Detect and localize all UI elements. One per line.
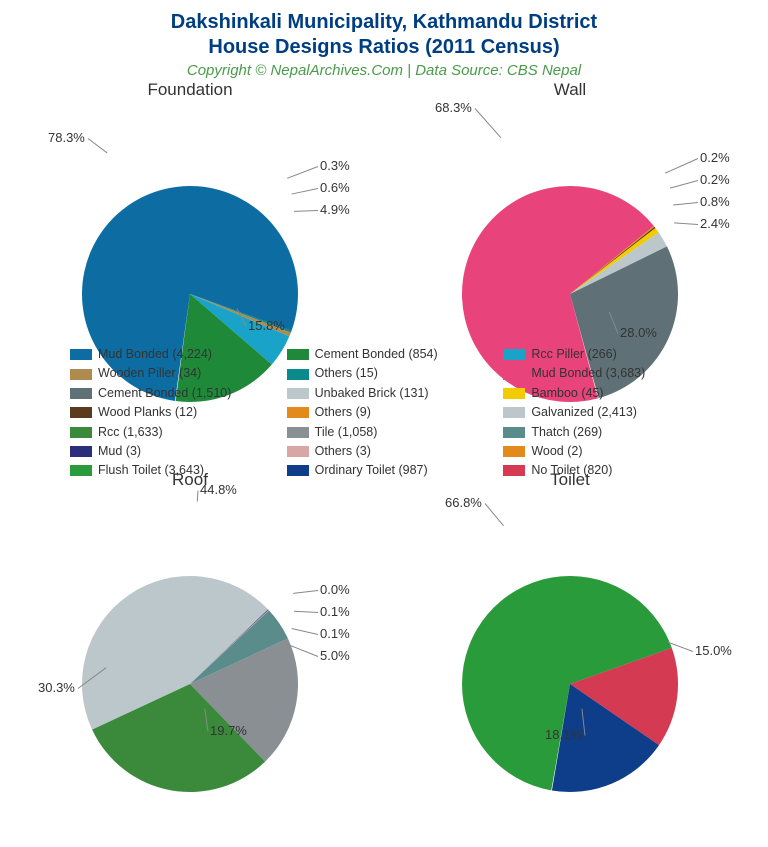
legend-swatch [70,427,92,438]
pie-label: 2.4% [700,216,730,231]
legend-label: Flush Toilet (3,643) [98,461,204,480]
main-title: Dakshinkali Municipality, Kathmandu Dist… [0,0,768,60]
legend-item: Wood Planks (12) [70,403,277,422]
legend-item: Ordinary Toilet (987) [287,461,494,480]
legend-item: Wood (2) [503,442,710,461]
pie-label: 0.2% [700,172,730,187]
legend-item: Tile (1,058) [287,423,494,442]
legend-item: Cement Bonded (854) [287,345,494,364]
legend-label: Others (3) [315,442,371,461]
legend-swatch [287,388,309,399]
legend-swatch [503,369,525,380]
pie-label: 0.6% [320,180,350,195]
legend-item: Others (3) [287,442,494,461]
legend-label: Mud Bonded (3,683) [531,364,645,383]
pie-label: 4.9% [320,202,350,217]
pie-label: 18.1% [545,727,582,742]
legend-label: Bamboo (45) [531,384,603,403]
pie-label: 28.0% [620,325,657,340]
legend-swatch [503,349,525,360]
legend-item: Mud Bonded (3,683) [503,364,710,383]
legend-label: Wood Planks (12) [98,403,197,422]
legend-label: Others (9) [315,403,371,422]
subtitle: Copyright © NepalArchives.Com | Data Sou… [0,62,768,79]
pie-label: 68.3% [435,100,472,115]
legend-swatch [503,446,525,457]
legend-swatch [287,427,309,438]
legend-label: Ordinary Toilet (987) [315,461,428,480]
legend-label: Wooden Piller (34) [98,364,201,383]
pie-label: 30.3% [38,680,75,695]
pie-label: 78.3% [48,130,85,145]
legend-label: Rcc Piller (266) [531,345,616,364]
legend-label: Cement Bonded (854) [315,345,438,364]
legend-label: Mud (3) [98,442,141,461]
legend-swatch [70,349,92,360]
pie-label: 19.7% [210,723,247,738]
legend-swatch [287,369,309,380]
legend-item: Flush Toilet (3,643) [70,461,277,480]
legend-label: Cement Bonded (1,510) [98,384,231,403]
pie-label: 0.3% [320,158,350,173]
legend-item: Mud Bonded (4,224) [70,345,277,364]
legend-swatch [287,465,309,476]
pie-label: 0.1% [320,626,350,641]
legend-label: Galvanized (2,413) [531,403,637,422]
pie-label: 5.0% [320,648,350,663]
legend-label: No Toilet (820) [531,461,612,480]
pie-label: 15.0% [695,643,732,658]
legend-item: Cement Bonded (1,510) [70,384,277,403]
legend-label: Thatch (269) [531,423,602,442]
legend-swatch [287,407,309,418]
pie-label: 44.8% [200,482,237,497]
legend-item: Unbaked Brick (131) [287,384,494,403]
legend-swatch [503,465,525,476]
legend-item: No Toilet (820) [503,461,710,480]
legend-label: Wood (2) [531,442,582,461]
legend-label: Mud Bonded (4,224) [98,345,212,364]
legend-label: Unbaked Brick (131) [315,384,429,403]
legend-item: Thatch (269) [503,423,710,442]
pie-label: 66.8% [445,495,482,510]
legend-item: Galvanized (2,413) [503,403,710,422]
legend-swatch [70,388,92,399]
legend-item: Rcc (1,633) [70,423,277,442]
pie-label: 0.8% [700,194,730,209]
legend-swatch [287,446,309,457]
legend-label: Rcc (1,633) [98,423,163,442]
legend-label: Tile (1,058) [315,423,378,442]
legend-swatch [503,427,525,438]
legend-item: Others (9) [287,403,494,422]
pie-label: 0.2% [700,150,730,165]
pie-label: 0.1% [320,604,350,619]
legend-label: Others (15) [315,364,378,383]
pie-label: 15.8% [248,318,285,333]
legend-item: Bamboo (45) [503,384,710,403]
pie-label: 0.0% [320,582,350,597]
legend-swatch [287,349,309,360]
legend-swatch [70,465,92,476]
legend-swatch [70,407,92,418]
legend-item: Rcc Piller (266) [503,345,710,364]
legend-item: Others (15) [287,364,494,383]
legend: Mud Bonded (4,224)Wooden Piller (34)Ceme… [70,345,710,481]
legend-swatch [70,369,92,380]
legend-swatch [503,407,525,418]
legend-item: Wooden Piller (34) [70,364,277,383]
legend-swatch [503,388,525,399]
legend-item: Mud (3) [70,442,277,461]
legend-swatch [70,446,92,457]
